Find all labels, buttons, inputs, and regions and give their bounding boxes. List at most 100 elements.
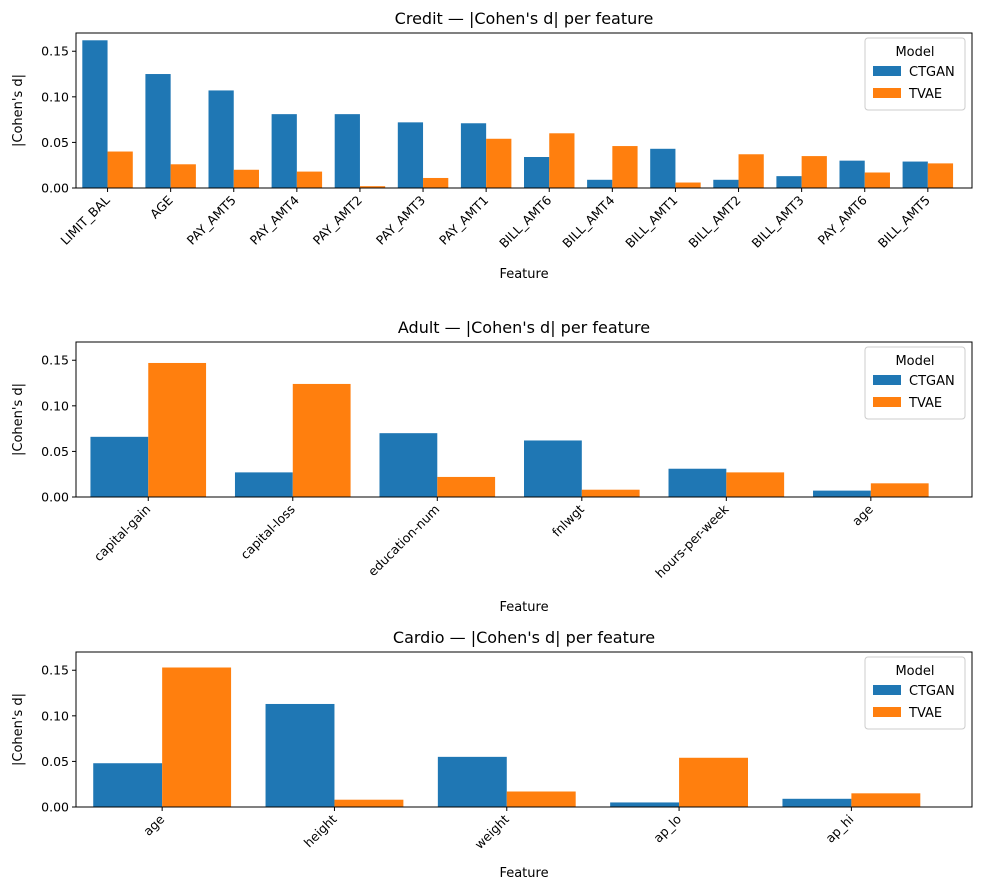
bar-ctgan-capital-gain (90, 436, 149, 497)
bar-ctgan-capital-loss (234, 472, 293, 497)
bar-tvae-ap-hi (851, 793, 921, 807)
bar-ctgan-bill-amt6 (524, 157, 550, 188)
x-tick-label: AGE (147, 192, 176, 221)
bar-ctgan-fnlwgt (524, 440, 582, 497)
legend: Model CTGAN TVAE (864, 656, 966, 730)
legend-swatch-tvae (873, 397, 901, 407)
bar-tvae-age (162, 667, 232, 807)
bar-tvae-age (870, 483, 929, 497)
bar-ctgan-age (813, 490, 871, 497)
bar-ctgan-age (145, 74, 171, 188)
bar-ctgan-weight (437, 756, 507, 807)
x-tick-label: weight (471, 811, 511, 851)
bar-ctgan-ap-hi (782, 798, 852, 807)
legend-title: Model (895, 45, 934, 60)
x-tick-label: PAY_AMT3 (373, 193, 428, 248)
bar-ctgan-limit-bal (82, 40, 108, 189)
y-tick-label: 0.15 (41, 663, 69, 678)
bar-tvae-pay-amt4 (296, 171, 323, 188)
axes-frame (75, 341, 973, 498)
bar-tvae-bill-amt4 (612, 146, 638, 188)
x-tick-label: PAY_AMT6 (815, 192, 870, 247)
x-tick-label: age (140, 811, 167, 838)
x-tick-label: capital-gain (91, 502, 154, 565)
chart-panel-3: Cardio — |Cohen's d| per feature |Cohen's… (11, 628, 973, 881)
x-tick-label: PAY_AMT4 (247, 192, 302, 247)
legend-swatch-ctgan (873, 685, 901, 695)
x-tick-label: PAY_AMT2 (310, 193, 365, 248)
bar-tvae-hours-per-week (726, 472, 785, 497)
bar-ctgan-pay-amt5 (208, 90, 234, 188)
chart-panel-2: Adult — |Cohen's d| per feature |Cohen's … (11, 318, 973, 615)
legend-label-ctgan: CTGAN (909, 65, 955, 80)
chart-title: Adult — |Cohen's d| per feature (398, 318, 650, 337)
y-tick-label: 0.10 (41, 89, 69, 104)
x-tick-label: BILL_AMT6 (496, 192, 554, 250)
legend-title: Model (895, 664, 934, 679)
bar-ctgan-bill-amt2 (713, 179, 739, 188)
bar-ctgan-bill-amt5 (902, 161, 928, 188)
bar-tvae-bill-amt3 (801, 156, 827, 188)
bar-ctgan-pay-amt4 (271, 114, 297, 188)
bar-tvae-bill-amt1 (675, 182, 701, 188)
bar-tvae-fnlwgt (581, 489, 640, 497)
bar-tvae-weight (506, 791, 576, 807)
bar-tvae-bill-amt5 (927, 163, 954, 188)
y-tick-label: 0.10 (41, 708, 69, 723)
legend-label-ctgan: CTGAN (909, 684, 955, 699)
x-tick-label: BILL_AMT2 (685, 193, 743, 251)
bar-ctgan-pay-amt1 (460, 123, 487, 188)
x-tick-label: capital-loss (237, 502, 298, 563)
x-tick-label: PAY_AMT1 (436, 193, 491, 248)
x-tick-label: ap_hi (822, 812, 856, 846)
bar-ctgan-height (265, 703, 335, 807)
bar-tvae-pay-amt6 (864, 172, 890, 188)
bar-tvae-bill-amt2 (738, 154, 764, 188)
bar-tvae-bill-amt6 (549, 133, 575, 188)
bar-tvae-education-num (437, 476, 496, 497)
bar-ctgan-bill-amt1 (650, 148, 676, 188)
x-axis-label: Feature (499, 866, 548, 881)
bar-ctgan-education-num (379, 433, 438, 497)
legend-label-ctgan: CTGAN (909, 374, 955, 389)
x-tick-label: height (301, 811, 340, 850)
x-axis-label: Feature (499, 600, 548, 615)
legend-label-tvae: TVAE (908, 87, 942, 102)
y-tick-label: 0.00 (41, 490, 69, 505)
bar-ctgan-age (93, 763, 163, 807)
y-axis-label: |Cohen's d| (11, 74, 26, 147)
x-tick-label: BILL_AMT5 (875, 193, 933, 251)
chart-panel-1: Credit — |Cohen's d| per feature |Cohen's… (11, 9, 973, 282)
legend-swatch-tvae (873, 88, 901, 98)
bar-tvae-ap-lo (679, 757, 748, 807)
bar-tvae-pay-amt3 (423, 177, 449, 188)
bar-tvae-height (334, 799, 404, 807)
bar-ctgan-pay-amt2 (334, 114, 360, 188)
y-tick-label: 0.05 (41, 444, 69, 459)
axes-frame (75, 32, 973, 189)
bar-tvae-pay-amt1 (486, 138, 512, 188)
x-tick-label: LIMIT_BAL (57, 192, 112, 247)
y-tick-label: 0.15 (41, 44, 69, 59)
bar-ctgan-bill-amt3 (776, 176, 802, 188)
x-tick-label: BILL_AMT1 (622, 193, 680, 251)
y-tick-label: 0.10 (41, 398, 69, 413)
y-tick-label: 0.00 (41, 800, 69, 815)
y-tick-label: 0.15 (41, 353, 69, 368)
x-tick-label: hours-per-week (652, 501, 732, 581)
x-tick-label: BILL_AMT3 (749, 193, 807, 251)
y-axis-label: |Cohen's d| (11, 383, 26, 456)
legend-title: Model (895, 354, 934, 369)
x-tick-label: PAY_AMT5 (184, 193, 239, 248)
x-tick-label: age (849, 501, 876, 528)
bar-tvae-pay-amt5 (233, 169, 259, 188)
legend-swatch-ctgan (873, 375, 901, 385)
bar-tvae-capital-gain (148, 362, 207, 497)
legend-swatch-tvae (873, 707, 901, 717)
bar-ctgan-pay-amt3 (397, 122, 424, 188)
axes-frame (75, 651, 973, 808)
legend: Model CTGAN TVAE (864, 37, 966, 111)
bar-tvae-limit-bal (107, 151, 133, 188)
legend: Model CTGAN TVAE (864, 346, 966, 420)
bar-tvae-pay-amt2 (359, 186, 386, 188)
